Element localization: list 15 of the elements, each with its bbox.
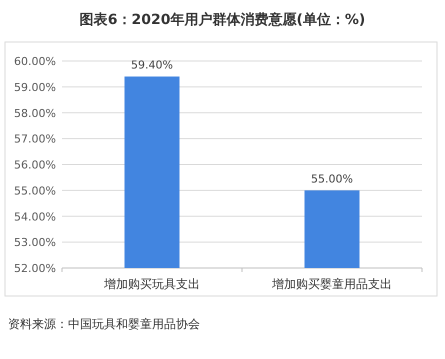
y-tick-label: 58.00% [14,106,56,120]
y-tick-label: 57.00% [14,132,56,146]
y-tick-label: 53.00% [14,236,56,250]
chart-title: 图表6：2020年用户群体消费意愿(单位：%) [80,11,366,28]
y-tick-label: 56.00% [14,158,56,172]
y-tick-label: 60.00% [14,55,56,68]
y-tick-label: 52.00% [14,262,56,275]
x-tick-label: 增加购买玩具支出 [103,277,200,291]
text: 资料来源：中国玩具和婴童用品协会 [8,317,200,331]
y-tick-label: 54.00% [14,210,56,224]
y-tick-label: 55.00% [14,184,56,198]
data-label: 55.00% [311,172,353,186]
y-tick-label: 59.00% [14,80,56,94]
data-label: 59.40% [131,58,173,72]
x-tick-label: 增加购买婴童用品支出 [271,277,392,291]
